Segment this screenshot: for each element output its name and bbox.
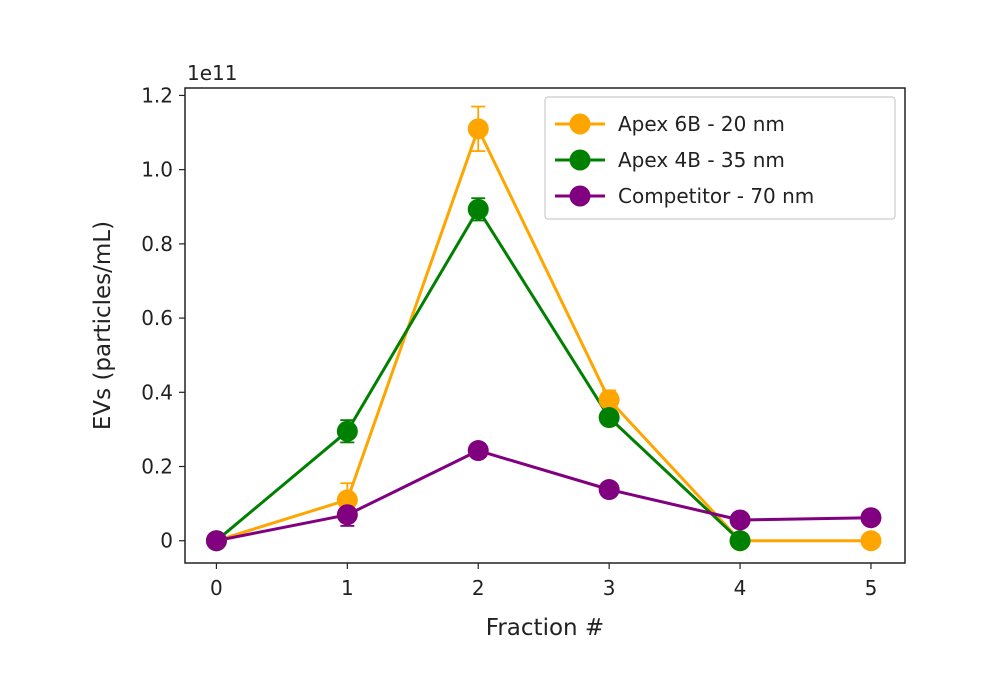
data-point-1 [729, 530, 751, 552]
data-point-0 [598, 389, 620, 411]
data-point-2 [205, 530, 227, 552]
data-point-0 [860, 530, 882, 552]
y-tick-label: 0.2 [141, 455, 173, 479]
y-axis-label: EVs (particles/mL) [90, 221, 116, 430]
x-tick-label: 5 [865, 576, 878, 600]
y-tick-label: 0.6 [141, 306, 173, 330]
y-tick-label: 0.4 [141, 380, 173, 404]
x-axis-label: Fraction # [486, 615, 604, 641]
x-tick-label: 4 [734, 576, 747, 600]
series-markers [205, 118, 882, 552]
x-tick-label: 2 [472, 576, 485, 600]
y-axis-ticks: 0 0.2 0.4 0.6 0.8 1.0 1.2 [141, 83, 185, 553]
y-tick-label: 0 [160, 529, 173, 553]
data-point-0 [336, 489, 358, 511]
legend-box [544, 96, 896, 220]
data-point-1 [336, 420, 358, 442]
x-tick-label: 3 [603, 576, 616, 600]
y-tick-label: 0.8 [141, 232, 173, 256]
series-line-2 [216, 449, 872, 543]
data-point-2 [860, 507, 882, 529]
data-point-1 [598, 407, 620, 429]
data-point-2 [336, 504, 358, 526]
data-point-1 [467, 198, 489, 220]
legend-entry-label: Apex 6B - 20 nm [618, 112, 785, 136]
data-point-2 [467, 440, 489, 462]
legend-entry-label: Apex 4B - 35 nm [618, 148, 785, 172]
x-tick-label: 1 [341, 576, 354, 600]
y-offset-label: 1e11 [187, 61, 237, 85]
data-point-0 [467, 118, 489, 140]
legend: Apex 6B - 20 nm Apex 4B - 35 nm Competitor… [544, 96, 896, 220]
series-line-0 [215, 127, 871, 543]
x-axis-ticks: 0 1 2 3 4 5 [210, 563, 877, 600]
x-tick-label: 0 [210, 576, 223, 600]
data-point-2 [598, 479, 620, 501]
series-line-1 [215, 207, 742, 542]
data-point-2 [729, 509, 751, 531]
legend-swatch-marker [569, 185, 591, 207]
y-tick-label: 1.0 [141, 158, 173, 182]
legend-swatch-marker [569, 113, 591, 135]
plot-frame [184, 87, 906, 564]
legend-swatch-marker [569, 149, 591, 171]
legend-entry-label: Competitor - 70 nm [618, 184, 814, 208]
y-tick-label: 1.2 [141, 83, 173, 107]
